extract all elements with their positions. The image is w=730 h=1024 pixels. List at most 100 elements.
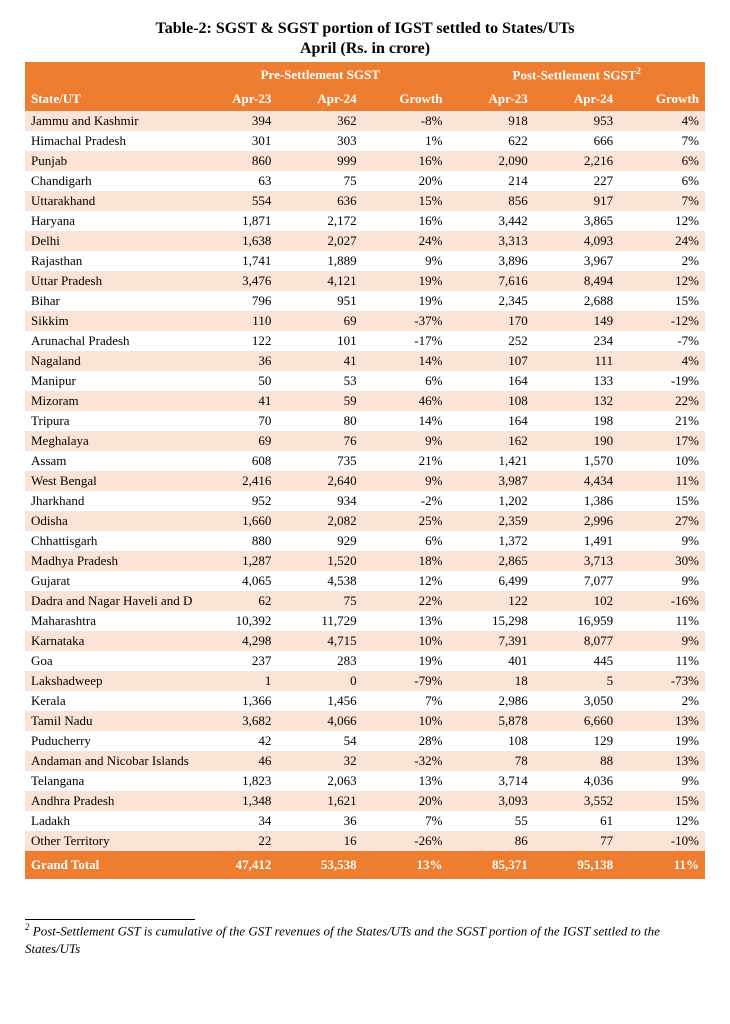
table-row: Uttarakhand55463615%8569177%	[25, 191, 705, 211]
cell-state: Chhattisgarh	[25, 531, 192, 551]
cell-postG: 27%	[619, 511, 705, 531]
cell-postG: -73%	[619, 671, 705, 691]
cell-preG: 20%	[363, 171, 449, 191]
cell-pre23: 554	[192, 191, 277, 211]
cell-state: West Bengal	[25, 471, 192, 491]
table-row: Punjab86099916%2,0902,2166%	[25, 151, 705, 171]
cell-preG: 6%	[363, 371, 449, 391]
cell-preG: 16%	[363, 211, 449, 231]
cell-post24: 1,491	[534, 531, 619, 551]
cell-preG: 9%	[363, 431, 449, 451]
cell-pre23: 36	[192, 351, 277, 371]
cell-post24: 129	[534, 731, 619, 751]
cell-postG: 22%	[619, 391, 705, 411]
cell-pre23: 42	[192, 731, 277, 751]
cell-pre24: 36	[277, 811, 362, 831]
cell-post23: 3,896	[448, 251, 533, 271]
cell-postG: 9%	[619, 531, 705, 551]
cell-preG: 14%	[363, 411, 449, 431]
cell-preG: 9%	[363, 251, 449, 271]
cell-post23: 86	[448, 831, 533, 851]
col-pre-apr24: Apr-24	[277, 87, 362, 111]
cell-post24: 953	[534, 111, 619, 131]
cell-post24: 8,077	[534, 631, 619, 651]
cell-post23: 918	[448, 111, 533, 131]
cell-postG: 12%	[619, 271, 705, 291]
cell-post23: 15,298	[448, 611, 533, 631]
table-row: Tamil Nadu3,6824,06610%5,8786,66013%	[25, 711, 705, 731]
cell-state: Uttarakhand	[25, 191, 192, 211]
cell-postG: 13%	[619, 751, 705, 771]
cell-preG: -26%	[363, 831, 449, 851]
table-row: Chandigarh637520%2142276%	[25, 171, 705, 191]
cell-preG: 25%	[363, 511, 449, 531]
cell-post23: 170	[448, 311, 533, 331]
cell-pre24: 2,027	[277, 231, 362, 251]
cell-state: Meghalaya	[25, 431, 192, 451]
cell-pre24: 16	[277, 831, 362, 851]
cell-post24: 2,688	[534, 291, 619, 311]
total-pre24: 53,538	[277, 851, 362, 879]
total-postG: 11%	[619, 851, 705, 879]
cell-post23: 622	[448, 131, 533, 151]
cell-post23: 401	[448, 651, 533, 671]
cell-preG: 15%	[363, 191, 449, 211]
cell-preG: 21%	[363, 451, 449, 471]
table-row: Haryana1,8712,17216%3,4423,86512%	[25, 211, 705, 231]
cell-pre24: 69	[277, 311, 362, 331]
cell-pre23: 880	[192, 531, 277, 551]
cell-post24: 227	[534, 171, 619, 191]
cell-postG: 21%	[619, 411, 705, 431]
cell-pre23: 110	[192, 311, 277, 331]
cell-state: Haryana	[25, 211, 192, 231]
cell-pre23: 394	[192, 111, 277, 131]
cell-pre23: 34	[192, 811, 277, 831]
cell-pre23: 50	[192, 371, 277, 391]
cell-pre23: 1,823	[192, 771, 277, 791]
cell-pre23: 122	[192, 331, 277, 351]
cell-post24: 132	[534, 391, 619, 411]
cell-pre24: 54	[277, 731, 362, 751]
cell-pre24: 735	[277, 451, 362, 471]
cell-pre24: 2,640	[277, 471, 362, 491]
cell-pre23: 1,741	[192, 251, 277, 271]
cell-preG: 7%	[363, 811, 449, 831]
cell-post23: 5,878	[448, 711, 533, 731]
cell-pre24: 362	[277, 111, 362, 131]
col-pre-growth: Growth	[363, 87, 449, 111]
footnote: 2 Post-Settlement GST is cumulative of t…	[25, 922, 705, 957]
cell-state: Sikkim	[25, 311, 192, 331]
cell-pre23: 4,298	[192, 631, 277, 651]
cell-post24: 666	[534, 131, 619, 151]
col-state: State/UT	[25, 87, 192, 111]
cell-post24: 8,494	[534, 271, 619, 291]
total-preG: 13%	[363, 851, 449, 879]
cell-post23: 2,090	[448, 151, 533, 171]
cell-pre23: 3,682	[192, 711, 277, 731]
cell-preG: 13%	[363, 611, 449, 631]
table-row: Lakshadweep10-79%185-73%	[25, 671, 705, 691]
cell-postG: 11%	[619, 651, 705, 671]
cell-post24: 234	[534, 331, 619, 351]
table-row: Maharashtra10,39211,72913%15,29816,95911…	[25, 611, 705, 631]
cell-state: Gujarat	[25, 571, 192, 591]
cell-post23: 3,313	[448, 231, 533, 251]
cell-preG: 14%	[363, 351, 449, 371]
cell-postG: -7%	[619, 331, 705, 351]
cell-pre23: 22	[192, 831, 277, 851]
cell-post23: 2,986	[448, 691, 533, 711]
cell-preG: 46%	[363, 391, 449, 411]
table-row: Meghalaya69769%16219017%	[25, 431, 705, 451]
cell-post23: 7,616	[448, 271, 533, 291]
cell-pre24: 636	[277, 191, 362, 211]
cell-state: Uttar Pradesh	[25, 271, 192, 291]
table-row: Andaman and Nicobar Islands4632-32%78881…	[25, 751, 705, 771]
cell-state: Jammu and Kashmir	[25, 111, 192, 131]
table-row: Ladakh34367%556112%	[25, 811, 705, 831]
cell-pre24: 2,082	[277, 511, 362, 531]
total-post23: 85,371	[448, 851, 533, 879]
cell-state: Karnataka	[25, 631, 192, 651]
cell-pre23: 301	[192, 131, 277, 151]
cell-pre23: 46	[192, 751, 277, 771]
cell-pre23: 1,287	[192, 551, 277, 571]
